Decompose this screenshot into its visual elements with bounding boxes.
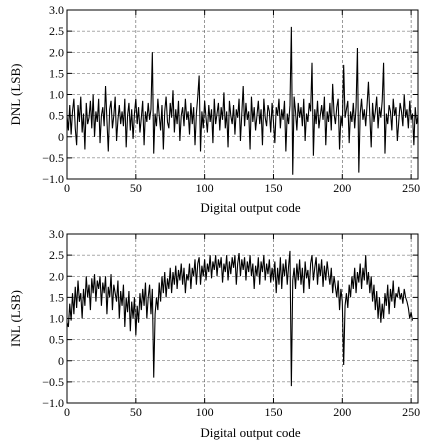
- dnl-y-tick-label: 1.0: [49, 88, 64, 102]
- dnl-x-tick-label: 50: [130, 181, 142, 195]
- inl-x-tick-label: 50: [130, 405, 142, 419]
- dnl-x-tick-label: 250: [402, 181, 420, 195]
- dnl-y-tick-label: 0: [58, 130, 64, 144]
- dnl-tick-labels: 0 50 100 150 200 250 −1.0 −0.5 0 0.5 1.0 1.5 2.0 2.5 3…: [42, 3, 420, 195]
- inl-x-tick-label: 250: [402, 405, 420, 419]
- dnl-x-tick-label: 100: [196, 181, 214, 195]
- inl-x-tick-label: 150: [264, 405, 282, 419]
- dnl-y-axis-label: DNL (LSB): [8, 64, 23, 126]
- dnl-y-tick-label: 2.5: [49, 24, 64, 38]
- dnl-chart-panel: 0 50 100 150 200 250 −1.0 −0.5 0 0.5 1.0 1.5 2.0 2.5 3…: [8, 3, 420, 215]
- dnl-y-tick-label: 3.0: [49, 3, 64, 17]
- inl-y-tick-label: 0.5: [49, 333, 64, 347]
- inl-x-tick-label: 100: [196, 405, 214, 419]
- dnl-x-tick-label: 0: [64, 181, 70, 195]
- inl-y-tick-label: 1.0: [49, 312, 64, 326]
- inl-x-tick-label: 0: [64, 405, 70, 419]
- dnl-x-tick-label: 150: [264, 181, 282, 195]
- dnl-y-tick-label: −0.5: [42, 151, 64, 165]
- dnl-x-axis-label: Digital output code: [200, 200, 301, 215]
- dnl-y-tick-label: 0.5: [49, 109, 64, 123]
- dnl-y-tick-label: 1.5: [49, 66, 64, 80]
- inl-y-tick-label: −1.0: [42, 396, 64, 410]
- inl-y-tick-label: 3.0: [49, 227, 64, 241]
- inl-y-tick-label: 1.5: [49, 290, 64, 304]
- inl-x-tick-label: 200: [333, 405, 351, 419]
- inl-tick-labels: 0 50 100 150 200 250 −1.0 −0.5 0 0.5 1.0 1.5 2.0 2.5 3…: [42, 227, 420, 419]
- dnl-y-tick-label: −1.0: [42, 172, 64, 186]
- dnl-ticks: [66, 9, 418, 180]
- inl-x-axis-label: Digital output code: [200, 425, 301, 440]
- inl-chart-panel: 0 50 100 150 200 250 −1.0 −0.5 0 0.5 1.0 1.5 2.0 2.5 3…: [8, 227, 420, 440]
- dnl-x-tick-label: 200: [333, 181, 351, 195]
- inl-ticks: [66, 233, 418, 404]
- inl-series-line: [66, 250, 414, 387]
- dnl-series-line: [66, 26, 419, 175]
- inl-y-tick-label: 0: [58, 354, 64, 368]
- inl-y-tick-label: 2.0: [49, 269, 64, 283]
- dnl-y-tick-label: 2.0: [49, 45, 64, 59]
- inl-y-tick-label: −0.5: [42, 375, 64, 389]
- inl-y-axis-label: INL (LSB): [8, 290, 23, 347]
- inl-y-tick-label: 2.5: [49, 248, 64, 262]
